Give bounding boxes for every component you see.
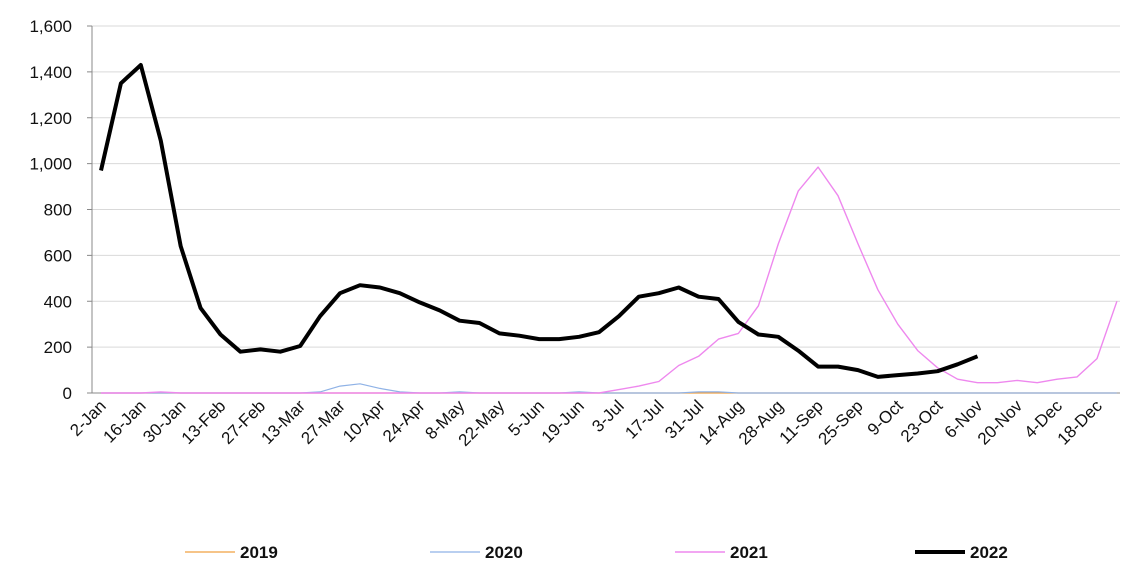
x-tick-label: 13-Mar (258, 396, 310, 448)
y-tick-label: 1,400 (29, 63, 72, 82)
x-tick-label: 27-Mar (297, 396, 349, 448)
x-tick-label: 13-Feb (178, 396, 230, 448)
x-tick-label: 22-May (455, 396, 509, 450)
legend-label: 2019 (240, 543, 278, 562)
series-line (101, 166, 1118, 394)
y-tick-label: 600 (44, 246, 72, 265)
legend-label: 2020 (485, 543, 523, 562)
x-tick-label: 10-Apr (339, 396, 389, 446)
x-tick-label: 27-Feb (218, 396, 270, 448)
x-tick-label: 23-Oct (897, 396, 947, 446)
x-tick-label: 24-Apr (379, 396, 429, 446)
legend-label: 2022 (970, 543, 1008, 562)
x-tick-label: 25-Sep (815, 396, 867, 448)
y-tick-label: 200 (44, 338, 72, 357)
series-line (99, 63, 979, 379)
y-tick-label: 0 (63, 384, 72, 403)
legend-label: 2021 (730, 543, 768, 562)
y-tick-label: 800 (44, 201, 72, 220)
x-tick-label: 19-Jun (538, 396, 588, 446)
x-tick-label: 16-Jan (99, 396, 149, 446)
y-tick-label: 1,600 (29, 17, 72, 36)
y-tick-label: 1,200 (29, 109, 72, 128)
x-tick-label: 20-Nov (974, 396, 1027, 449)
y-tick-label: 1,000 (29, 155, 72, 174)
x-tick-label: 18-Dec (1054, 396, 1107, 449)
x-tick-label: 28-Aug (735, 396, 787, 448)
x-tick-label: 17-Jul (621, 396, 667, 442)
y-tick-label: 400 (44, 292, 72, 311)
